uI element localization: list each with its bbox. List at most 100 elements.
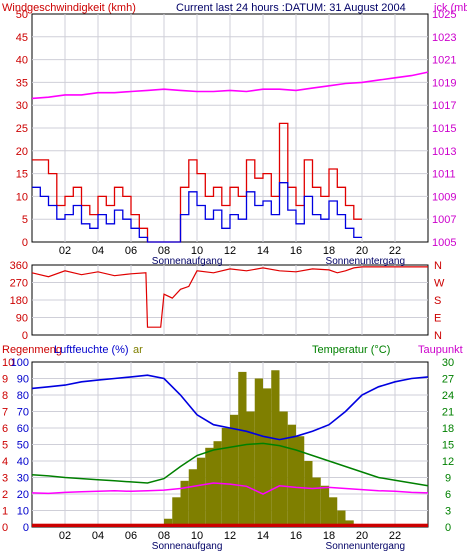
rain-tick-label: 4 [2,456,8,468]
temperature-tick-label: 6 [445,489,451,501]
temperature-tick-label: 30 [442,357,454,369]
x-tick-label: 22 [389,530,401,542]
rain-tick-label: 1 [2,506,8,518]
temperature-tick-label: 3 [445,506,451,518]
humidity-tick-label: 30 [17,473,29,485]
solar-bar [304,461,313,527]
right-tick-label: 1023 [432,32,456,44]
temperature-tick-label: 21 [442,407,454,419]
x-tick-label: 08 [158,245,170,257]
solar-bar [180,480,189,527]
humidity-tick-label: 90 [17,374,29,386]
left-tick-label: 30 [16,100,28,112]
humidity-tick-label: 80 [17,390,29,402]
solar-bar [271,370,280,527]
temperature-tick-label: 24 [442,390,454,402]
x-tick-label: 16 [290,245,302,257]
humidity-tick-label: 20 [17,489,29,501]
humidity-tick-label: 10 [17,506,29,518]
direction-tick-label: 180 [10,295,28,307]
x-tick-label: 10 [191,530,203,542]
dewpoint-axis-title: Taupunkt [418,344,463,356]
rain-tick-label: 7 [2,407,8,419]
series-gust-line [32,122,362,243]
x-tick-label: 06 [125,245,137,257]
solar-bar [221,428,230,527]
x-tick-label: 14 [257,245,269,257]
direction-tick-label: 360 [10,260,28,272]
rain-tick-label: 0 [2,522,8,534]
left-tick-label: 0 [22,237,28,249]
right-tick-label: 1019 [432,77,456,89]
direction-tick-label: 0 [22,330,28,342]
x-tick-label: 20 [356,530,368,542]
solar-axis-title: ar [133,344,143,356]
rain-bar [32,523,428,527]
right-tick-label: 1007 [432,214,456,226]
left-tick-label: 20 [16,146,28,158]
humidity-tick-label: 100 [11,357,29,369]
left-tick-label: 25 [16,123,28,135]
temperature-axis-title: Temperatur (°C) [312,344,390,356]
rain-axis-title: Regenmeng [2,344,62,356]
sun-marker-label: Sonnenuntergang [326,256,406,267]
rain-tick-label: 8 [2,390,8,402]
direction-tick-label: 90 [16,313,28,325]
series-humidity-line [31,374,429,441]
x-tick-label: 14 [257,530,269,542]
chart-title: Current last 24 hours :DATUM: 31 August … [176,2,406,14]
solar-bar [164,518,173,527]
series-wind-line [32,182,362,243]
solar-bar [246,411,255,527]
rain-tick-label: 5 [2,440,8,452]
solar-bar [197,457,206,527]
solar-bar [287,424,296,527]
x-tick-label: 12 [224,530,236,542]
temperature-tick-label: 18 [442,423,454,435]
compass-label: S [434,295,441,307]
x-tick-label: 18 [323,245,335,257]
humidity-tick-label: 50 [17,440,29,452]
solar-bar [172,497,181,527]
left-tick-label: 5 [22,214,28,226]
x-tick-label: 04 [92,530,104,542]
temperature-tick-label: 27 [442,374,454,386]
left-tick-label: 40 [16,55,28,67]
temperature-tick-label: 9 [445,473,451,485]
x-tick-label: 22 [389,245,401,257]
humidity-tick-label: 40 [17,456,29,468]
right-tick-label: 1017 [432,100,456,112]
solar-bar [337,510,346,527]
right-axis-title: ick (mb) [434,2,467,14]
solar-bar [296,436,305,527]
compass-label: N [434,330,442,342]
sun-marker-label: Sonnenaufgang [152,541,223,551]
right-tick-label: 1013 [432,146,456,158]
solar-bar [320,485,329,527]
solar-bar [213,441,222,527]
x-tick-label: 02 [59,245,71,257]
x-tick-label: 16 [290,530,302,542]
temperature-tick-label: 12 [442,456,454,468]
left-tick-label: 45 [16,32,28,44]
left-tick-label: 15 [16,169,28,181]
x-tick-label: 10 [191,245,203,257]
temperature-tick-label: 15 [442,440,454,452]
solar-bar [329,497,338,527]
sun-marker-label: Sonnenaufgang [152,256,223,267]
series-pressure-line [31,71,429,100]
rain-tick-label: 10 [2,357,14,369]
rain-tick-label: 9 [2,374,8,386]
x-tick-label: 08 [158,530,170,542]
solar-bar [205,447,214,527]
solar-bar [238,371,247,527]
rain-tick-label: 6 [2,423,8,435]
x-tick-label: 04 [92,245,104,257]
left-axis-title: Windgeschwindigkeit (kmh) [2,2,136,14]
series-direction-line [31,266,428,328]
x-tick-label: 06 [125,530,137,542]
humidity-axis-title: Luftfeuchte (%) [54,344,129,356]
left-tick-label: 35 [16,77,28,89]
